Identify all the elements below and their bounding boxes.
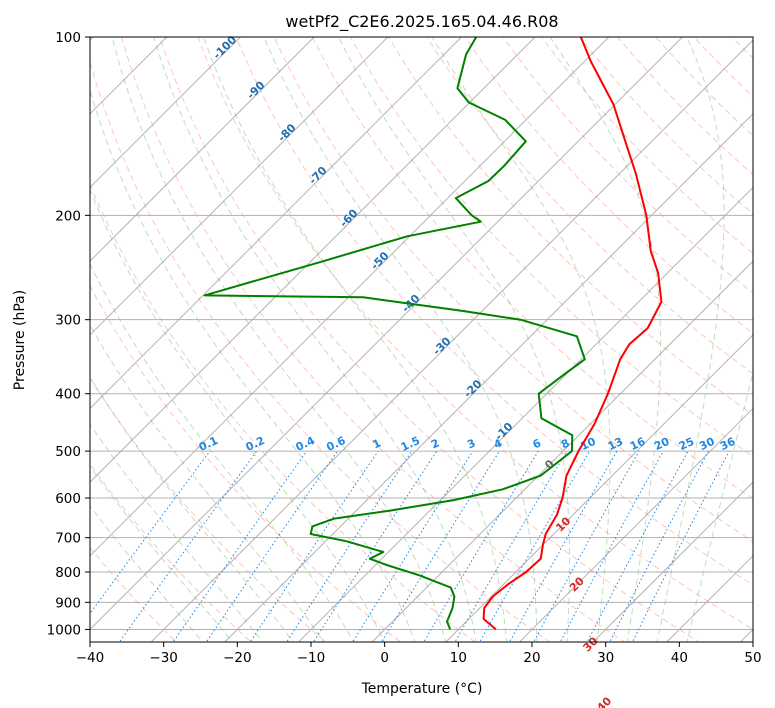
moist-adiabat bbox=[263, 37, 538, 642]
dry-adiabat bbox=[502, 37, 753, 294]
mixing-ratio-line bbox=[609, 450, 709, 642]
mixing-ratio-label: 25 bbox=[677, 435, 696, 453]
moist-adiabat bbox=[90, 505, 204, 642]
y-tick-label: 900 bbox=[55, 595, 81, 611]
mixing-ratio-label: 36 bbox=[718, 435, 738, 453]
moist-adiabat bbox=[90, 376, 294, 642]
mixing-ratio-label: 20 bbox=[652, 435, 672, 453]
dry-adiabat bbox=[464, 37, 753, 334]
dry-adiabat bbox=[121, 37, 626, 642]
mixing-ratio-label: 10 bbox=[578, 435, 598, 453]
x-tick-label: −10 bbox=[297, 650, 326, 666]
y-tick-label: 700 bbox=[55, 531, 81, 547]
isotherm-line bbox=[297, 186, 753, 642]
x-tick-label: 0 bbox=[380, 650, 389, 666]
dry-adiabat bbox=[90, 546, 178, 642]
mixing-ratio-label: 30 bbox=[697, 435, 717, 453]
mixing-ratio-line bbox=[454, 450, 568, 642]
isotherm-line bbox=[224, 113, 753, 642]
y-tick-label: 300 bbox=[55, 313, 81, 329]
plot-frame bbox=[89, 36, 754, 643]
dewpoint-profile bbox=[203, 37, 586, 630]
x-tick-label: 30 bbox=[597, 650, 614, 666]
mixing-ratio-line bbox=[352, 450, 474, 642]
dry-adiabat bbox=[159, 37, 701, 642]
isotherm-line bbox=[90, 37, 463, 410]
dry-adiabat bbox=[388, 37, 753, 416]
data-series bbox=[203, 37, 663, 631]
y-tick-label: 600 bbox=[55, 491, 81, 507]
isotherm-line bbox=[445, 334, 753, 642]
isotherm-line bbox=[518, 407, 753, 642]
x-axis-label: Temperature (°C) bbox=[361, 681, 483, 697]
moist-adiabat bbox=[338, 37, 571, 642]
mixing-ratio-line bbox=[118, 450, 258, 642]
y-tick-label: 800 bbox=[55, 565, 81, 581]
mixing-ratio-line bbox=[559, 450, 664, 642]
moist-adiabat bbox=[90, 323, 324, 642]
x-tick-label: 20 bbox=[523, 650, 540, 666]
y-axis-label: Pressure (hPa) bbox=[12, 290, 28, 390]
isotherm-line bbox=[90, 37, 389, 336]
x-tick-label: −40 bbox=[76, 650, 105, 666]
mixing-ratio-line bbox=[586, 450, 689, 642]
mixing-ratio-line bbox=[381, 450, 500, 642]
background-lines bbox=[90, 37, 753, 642]
moist-adiabat bbox=[656, 37, 725, 642]
moist-adiabat bbox=[549, 37, 662, 642]
y-tick-label: 400 bbox=[55, 387, 81, 403]
x-tick-label: −20 bbox=[223, 650, 252, 666]
mixing-ratio-line bbox=[312, 450, 438, 642]
y-tick-label: 500 bbox=[55, 444, 81, 460]
isotherm-line bbox=[150, 39, 753, 642]
isotherm-line bbox=[371, 260, 753, 642]
x-tick-label: 50 bbox=[744, 650, 761, 666]
mixing-ratio-line bbox=[205, 450, 338, 642]
isotherm-line bbox=[90, 37, 242, 189]
mixing-ratio-line bbox=[286, 450, 413, 642]
y-tick-label: 100 bbox=[55, 30, 81, 46]
dry-adiabat bbox=[311, 37, 753, 500]
isotherm-line bbox=[90, 37, 536, 483]
y-tick-label: 200 bbox=[55, 208, 81, 224]
dry-adiabat bbox=[90, 463, 252, 642]
mixing-ratio-line bbox=[172, 450, 308, 642]
dry-adiabat bbox=[235, 37, 753, 586]
temperature-profile bbox=[482, 37, 663, 631]
y-tick-label: 1000 bbox=[47, 622, 81, 638]
x-tick-label: 10 bbox=[450, 650, 467, 666]
dry-adiabat bbox=[90, 376, 327, 642]
dry-adiabat bbox=[273, 37, 753, 543]
x-tick-label: −30 bbox=[149, 650, 178, 666]
dry-adiabat bbox=[90, 60, 551, 642]
moist-adiabat bbox=[431, 37, 611, 642]
axis-ticks: −40 −30 −20 −10 0 10 20 30 40 50 100 200 300 400 500 60… bbox=[47, 30, 762, 666]
mixing-ratio-line bbox=[90, 450, 211, 615]
isotherm-line bbox=[592, 481, 753, 642]
moist-adiabat bbox=[203, 37, 508, 642]
dry-adiabat bbox=[90, 284, 402, 642]
x-tick-label: 40 bbox=[671, 650, 688, 666]
isotherm-line bbox=[90, 37, 684, 631]
isotherm-line bbox=[90, 37, 315, 262]
isotherm-line bbox=[90, 37, 610, 557]
dry-adiabat bbox=[197, 37, 753, 630]
mixing-ratio-line bbox=[249, 450, 379, 642]
mixing-ratio-label: 16 bbox=[628, 435, 648, 453]
dry-adiabat bbox=[426, 37, 753, 375]
mixing-ratio-label: 13 bbox=[606, 435, 625, 453]
chart-title: wetPf2_C2E6.2025.165.04.46.R08 bbox=[285, 12, 558, 32]
